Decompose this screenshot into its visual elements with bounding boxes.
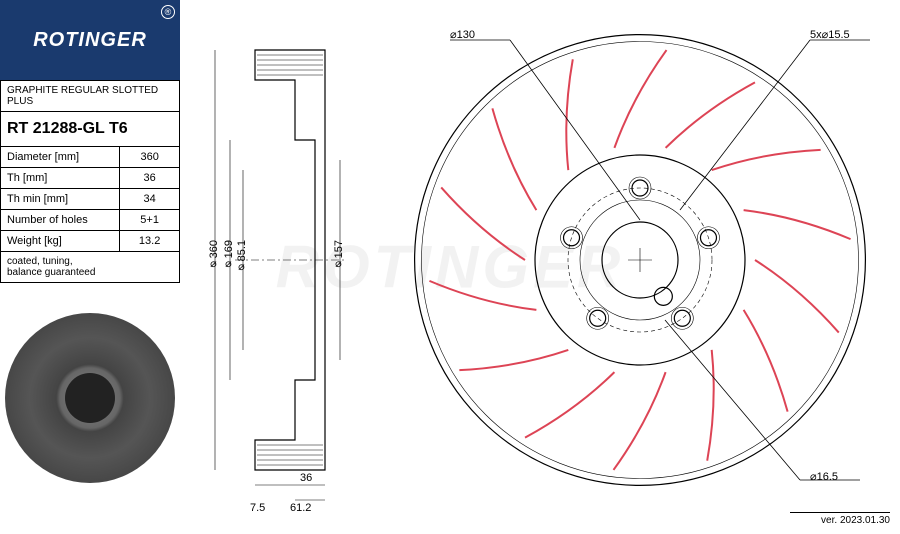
- spec-value: 36: [120, 168, 180, 189]
- dim-hub-dia1: ⌀169: [222, 240, 235, 271]
- version-label: ver. 2023.01.30: [790, 512, 890, 526]
- dim-outer-dia: ⌀360: [207, 240, 220, 271]
- spec-value: 5+1: [120, 210, 180, 231]
- part-number: RT 21288-GL T6: [1, 112, 180, 147]
- product-photo: [0, 308, 180, 488]
- spec-label: Weight [kg]: [1, 231, 120, 252]
- dim-index-hole: ⌀16.5: [810, 470, 838, 483]
- brand-name: ROTINGER: [33, 29, 147, 52]
- spec-label: Number of holes: [1, 210, 120, 231]
- dim-offset: 7.5: [250, 502, 265, 514]
- registered-icon: ®: [161, 5, 175, 19]
- spec-value: 360: [120, 147, 180, 168]
- spec-label: Diameter [mm]: [1, 147, 120, 168]
- side-profile-drawing: ⌀360 ⌀169 ⌀85.1 ⌀157 36 7.5 61.2: [195, 10, 375, 510]
- dim-thickness: 36: [300, 472, 312, 484]
- dim-hub-dia3: ⌀157: [332, 240, 345, 271]
- spec-value: 13.2: [120, 231, 180, 252]
- spec-label: Th min [mm]: [1, 189, 120, 210]
- series-name: GRAPHITE REGULAR SLOTTED PLUS: [1, 81, 180, 112]
- dim-hub-dia2: ⌀85.1: [235, 240, 248, 274]
- photo-hub: [65, 373, 115, 423]
- spec-notes: coated, tuning, balance guaranteed: [1, 252, 180, 283]
- front-face-drawing: ⌀130 5x⌀15.5 ⌀16.5: [390, 10, 890, 510]
- spec-label: Th [mm]: [1, 168, 120, 189]
- brand-logo-panel: ROTINGER ®: [0, 0, 180, 80]
- spec-table: GRAPHITE REGULAR SLOTTED PLUS RT 21288-G…: [0, 80, 180, 283]
- photo-disc: [5, 313, 175, 483]
- dim-bolt-pattern: 5x⌀15.5: [810, 28, 850, 41]
- dim-hat-depth: 61.2: [290, 502, 311, 514]
- spec-value: 34: [120, 189, 180, 210]
- dim-center-bore: ⌀130: [450, 28, 475, 41]
